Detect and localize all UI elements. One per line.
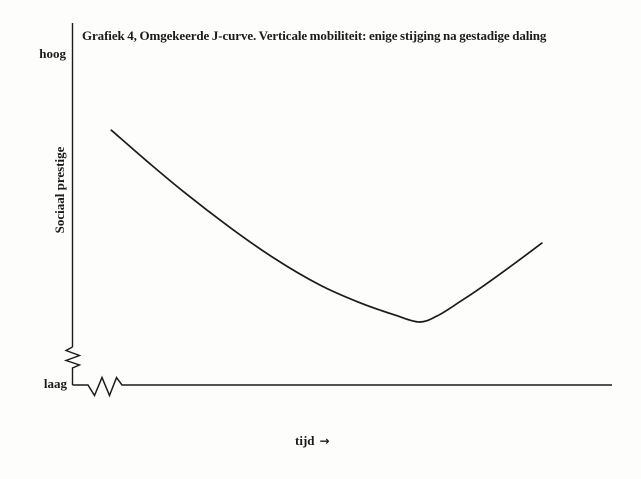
y-axis-label: Sociaal prestige [52, 146, 67, 234]
y-tick-label-laag: laag [43, 376, 67, 391]
right-arrow-icon: → [319, 434, 330, 448]
y-tick-label-hoog: hoog [39, 46, 66, 61]
x-axis-label-text: tijd [295, 433, 315, 448]
x-axis-line [72, 375, 612, 398]
j-curve-line [110, 129, 543, 323]
x-axis-label: tijd → [295, 433, 330, 449]
y-axis-break-icon [63, 346, 82, 385]
chart-title: Grafiek 4, Omgekeerde J-curve. Verticale… [82, 28, 547, 43]
